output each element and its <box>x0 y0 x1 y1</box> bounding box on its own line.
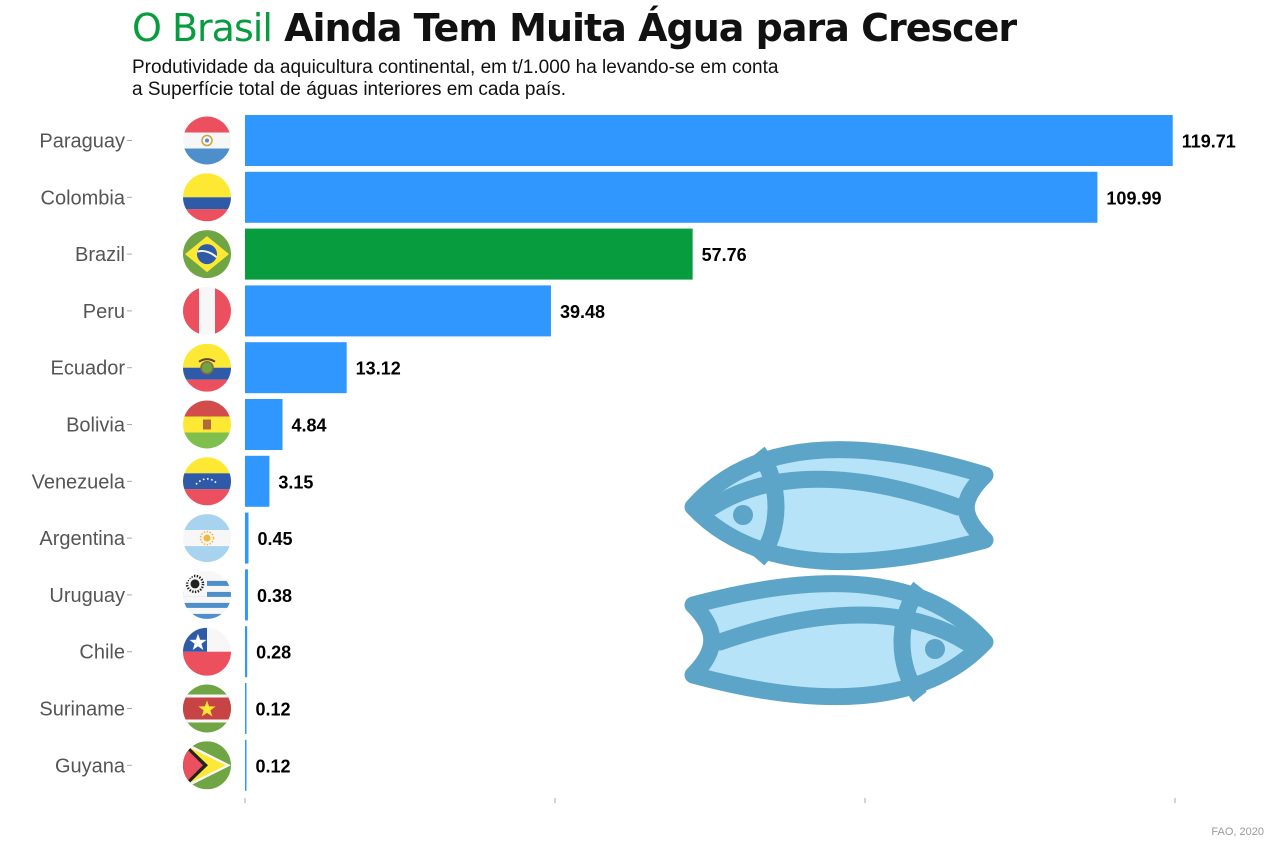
title-highlight: O Brasil <box>132 6 273 50</box>
value-label-paraguay: 119.71 <box>1182 132 1236 152</box>
bar-venezuela <box>245 455 270 507</box>
bar-paraguay <box>245 115 1173 166</box>
category-label-uruguay: Uruguay <box>49 585 125 607</box>
flag-peru-icon <box>183 286 231 335</box>
value-label-peru: 39.48 <box>560 302 605 322</box>
category-label-venezuela: Venezuela <box>32 471 126 493</box>
flag-guyana-icon <box>183 741 231 790</box>
flag-bolivia-icon <box>183 400 231 449</box>
category-label-guyana: Guyana <box>55 755 126 777</box>
category-label-peru: Peru <box>83 301 125 323</box>
bar-suriname <box>245 683 247 734</box>
category-label-colombia: Colombia <box>41 187 126 209</box>
flag-suriname-icon <box>183 684 231 733</box>
value-label-argentina: 0.45 <box>257 529 292 549</box>
flag-argentina-icon <box>183 514 231 563</box>
category-label-ecuador: Ecuador <box>51 358 126 380</box>
category-label-paraguay: Paraguay <box>39 131 125 153</box>
x-axis <box>244 798 1176 803</box>
two-fish-icon <box>684 441 994 706</box>
category-label-argentina: Argentina <box>39 528 125 550</box>
bar-guyana <box>245 739 247 791</box>
subtitle-line-1: Produtividade da aquicultura continental… <box>132 57 779 78</box>
category-label-bolivia: Bolivia <box>66 415 126 437</box>
flag-venezuela-icon <box>183 457 231 506</box>
title-rest: Ainda Tem Muita Água para Crescer <box>284 6 1017 50</box>
bar-chile <box>245 626 248 678</box>
flag-ecuador-icon <box>183 343 231 392</box>
bar-peru <box>245 285 551 337</box>
bar-brazil <box>245 228 693 280</box>
value-label-venezuela: 3.15 <box>278 472 313 492</box>
bar-bolivia <box>245 399 283 450</box>
bar-argentina <box>245 512 249 564</box>
flag-paraguay-icon <box>183 116 231 165</box>
flag-colombia-icon <box>183 173 231 222</box>
value-label-suriname: 0.12 <box>256 700 291 720</box>
value-label-ecuador: 13.12 <box>356 359 401 379</box>
bar-ecuador <box>245 342 347 394</box>
chart-subtitle: Produtividade da aquicultura continental… <box>132 57 852 101</box>
fish-bottom-icon <box>684 575 994 706</box>
bar-uruguay <box>245 569 248 621</box>
fish-top-icon <box>684 441 994 571</box>
subtitle-line-2: a Superfície total de águas interiores e… <box>132 79 567 100</box>
category-label-brazil: Brazil <box>75 244 125 266</box>
value-label-uruguay: 0.38 <box>257 586 292 606</box>
value-label-guyana: 0.12 <box>256 756 291 776</box>
category-label-chile: Chile <box>79 642 125 664</box>
flag-uruguay-icon <box>183 570 231 619</box>
chart-title: O Brasil Ainda Tem Muita Água para Cresc… <box>132 6 1017 50</box>
flag-chile-icon <box>183 627 231 676</box>
value-label-bolivia: 4.84 <box>292 416 327 436</box>
source-note: FAO, 2020 <box>1211 826 1264 838</box>
value-label-brazil: 57.76 <box>702 245 747 265</box>
bars-layer: Paraguay 119.71 Colombia 109.99 Brazil 57.76 P… <box>32 115 1236 791</box>
value-label-colombia: 109.99 <box>1106 188 1161 208</box>
category-label-suriname: Suriname <box>39 699 125 721</box>
value-label-chile: 0.28 <box>256 643 291 663</box>
bar-colombia <box>245 171 1098 223</box>
flag-brazil-icon <box>183 230 231 279</box>
